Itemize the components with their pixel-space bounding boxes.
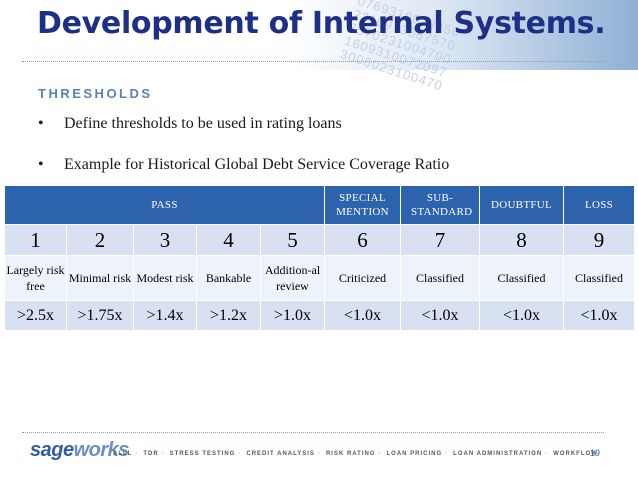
footer-nav-item[interactable]: STRESS TESTING (169, 451, 236, 457)
category-header-cell: DOUBTFUL (479, 185, 564, 225)
header-background (0, 0, 638, 70)
description-cell: Classified (563, 255, 635, 301)
footer-nav-separator: · (135, 451, 139, 457)
description-cell: Bankable (196, 255, 261, 301)
threshold-cell: <1.0x (324, 300, 401, 331)
footer-nav-separator: · (378, 451, 382, 457)
category-header-cell: LOSS (563, 185, 635, 225)
rating-cell: 6 (324, 224, 401, 256)
rating-cell: 2 (66, 224, 134, 256)
footer-nav: ALLL · TDR · STRESS TESTING · CREDIT ANALYSIS ·… (113, 451, 601, 457)
threshold-cell: >1.75x (66, 300, 134, 331)
logo-text-2: works (73, 439, 130, 461)
footer-nav-separator: · (445, 451, 449, 457)
rating-cell: 8 (479, 224, 564, 256)
category-header-row: PASS SPECIAL MENTION SUB-STANDARD DOUBTFUL L… (4, 185, 635, 225)
footer-nav-item[interactable]: TDR (143, 451, 159, 457)
footer-nav-item[interactable]: LOAN PRICING (386, 451, 443, 457)
footer-nav-separator: · (161, 451, 165, 457)
description-cell: Minimal risk (66, 255, 134, 301)
logo-text-1: sage (30, 439, 74, 461)
bullet-text: Define thresholds to be used in rating l… (64, 115, 342, 132)
rating-cell: 9 (563, 224, 635, 256)
page-title: Development of Internal Systems. (37, 6, 606, 41)
footer-nav-separator: · (317, 451, 321, 457)
footer-nav-separator: · (238, 451, 242, 457)
category-header-cell: SUB-STANDARD (400, 185, 480, 225)
description-cell: Modest risk (133, 255, 197, 301)
rating-cell: 5 (260, 224, 325, 256)
section-heading: THRESHOLDS (38, 86, 153, 101)
threshold-cell: >2.5x (4, 300, 67, 331)
category-header-cell: PASS (4, 185, 325, 225)
threshold-table: PASS SPECIAL MENTION SUB-STANDARD DOUBTFUL L… (4, 185, 635, 331)
description-cell: Largely risk free (4, 255, 67, 301)
footer-nav-item[interactable]: WORKFLOW (553, 451, 598, 457)
footer-nav-separator: · (545, 451, 549, 457)
sageworks-logo: sageworks (30, 439, 129, 462)
threshold-cell: >1.4x (133, 300, 197, 331)
page-number: 19 (590, 448, 601, 458)
rating-cell: 4 (196, 224, 261, 256)
category-header-cell: SPECIAL MENTION (324, 185, 401, 225)
description-cell: Classified (479, 255, 564, 301)
bullet-symbol: • (38, 156, 44, 173)
threshold-cell: >1.0x (260, 300, 325, 331)
threshold-cell: >1.2x (196, 300, 261, 331)
threshold-cell: <1.0x (563, 300, 635, 331)
description-cell: Criticized (324, 255, 401, 301)
dscr-threshold-row: >2.5x >1.75x >1.4x >1.2x >1.0x <1.0x <1.0x <1.0… (4, 300, 635, 331)
description-cell: Classified (400, 255, 480, 301)
bullet-text: Example for Historical Global Debt Servi… (64, 156, 450, 173)
bullet-item: • Define thresholds to be used in rating … (38, 115, 342, 133)
bullet-item: • Example for Historical Global Debt Serv… (38, 156, 449, 174)
footer-nav-item[interactable]: RISK RATING (325, 451, 376, 457)
footer-nav-item[interactable]: CREDIT ANALYSIS (246, 451, 315, 457)
rating-cell: 7 (400, 224, 480, 256)
description-cell: Addition-al review (260, 255, 325, 301)
rating-cell: 3 (133, 224, 197, 256)
bullet-symbol: • (38, 115, 44, 132)
footer-nav-item[interactable]: ALLL (113, 451, 133, 457)
rating-cell: 1 (4, 224, 67, 256)
threshold-cell: <1.0x (400, 300, 480, 331)
risk-description-row: Largely risk free Minimal risk Modest risk… (4, 255, 635, 301)
footer-divider (22, 432, 604, 433)
header-divider (22, 61, 604, 62)
footer-nav-item[interactable]: LOAN ADMINISTRATION (453, 451, 543, 457)
threshold-cell: <1.0x (479, 300, 564, 331)
